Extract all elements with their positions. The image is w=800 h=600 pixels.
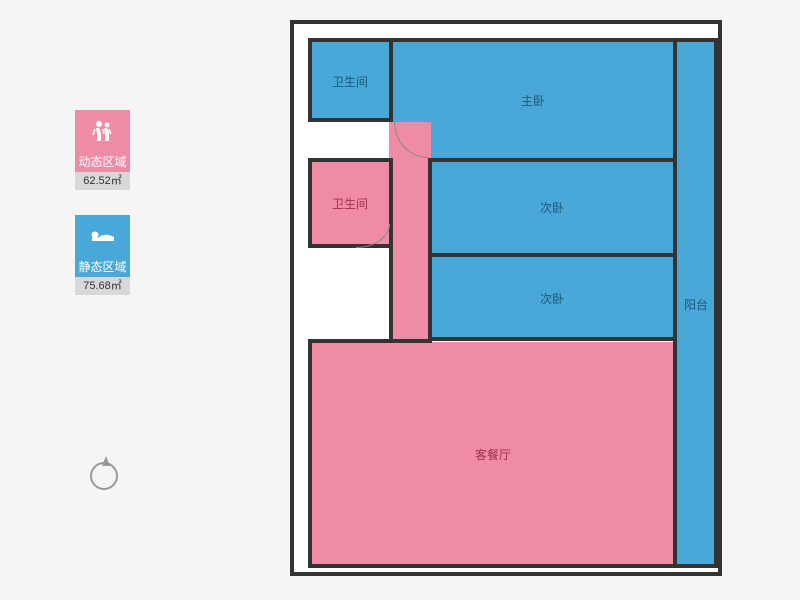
room-bedroom2: 次卧 [431,161,673,254]
room-label: 阳台 [684,296,708,313]
compass-icon [90,460,122,492]
wall [308,158,312,248]
legend-static-label: 静态区域 [75,257,130,277]
wall [673,38,677,568]
legend-dynamic: 动态区域 62.52㎡ [75,110,130,190]
room-label: 卫生间 [332,195,368,212]
floorplan-canvas: 卫生间主卧次卧次卧阳台卫生间客餐厅 [294,24,718,572]
room-label: 卫生间 [332,73,368,90]
wall [308,564,718,568]
wall [428,337,676,341]
room-label: 主卧 [521,92,545,109]
legend-dynamic-value: 62.52㎡ [75,172,130,190]
floorplan: 卫生间主卧次卧次卧阳台卫生间客餐厅 [290,20,722,576]
wall [308,38,718,42]
wall [308,118,392,122]
room-label: 次卧 [540,199,564,216]
wall [428,158,676,162]
room-label: 客餐厅 [475,446,511,463]
wall [308,339,312,567]
wall [308,158,392,162]
legend-static: 静态区域 75.68㎡ [75,215,130,295]
wall [714,38,718,568]
room-hallway [389,161,431,341]
room-label: 次卧 [540,290,564,307]
legend-dynamic-label: 动态区域 [75,152,130,172]
wall [428,253,676,257]
legend: 动态区域 62.52㎡ 静态区域 75.68㎡ [75,110,130,320]
room-bath1: 卫生间 [311,42,389,120]
door-opening [312,296,356,342]
wall [308,38,312,122]
legend-static-value: 75.68㎡ [75,277,130,295]
sleep-icon [75,215,130,257]
wall [308,339,432,343]
wall [428,158,432,340]
room-balcony: 阳台 [676,42,716,567]
wall [308,244,392,248]
wall [389,158,393,342]
room-master: 主卧 [393,42,673,158]
door-opening [356,296,392,342]
room-bedroom3: 次卧 [431,257,673,339]
room-living: 客餐厅 [311,342,675,567]
wall [389,38,393,122]
people-icon [75,110,130,152]
